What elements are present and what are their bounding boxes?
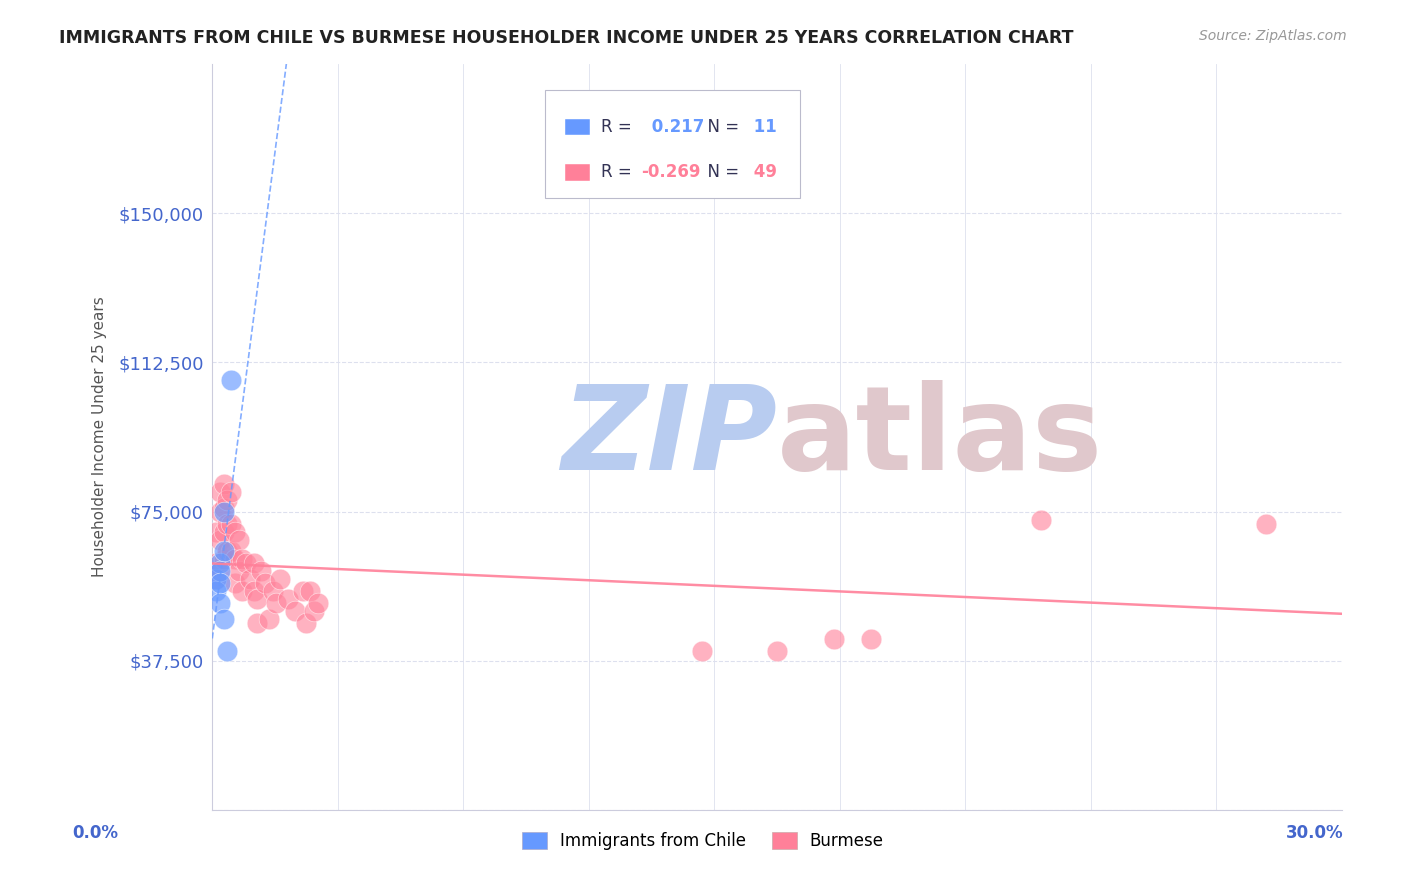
Point bbox=[224, 524, 246, 539]
Text: N =: N = bbox=[697, 163, 744, 181]
Text: R =: R = bbox=[600, 163, 637, 181]
Point bbox=[235, 557, 257, 571]
Point bbox=[231, 584, 253, 599]
Point bbox=[860, 632, 883, 646]
Text: 11: 11 bbox=[748, 118, 776, 136]
Point bbox=[208, 576, 231, 591]
Point bbox=[212, 552, 235, 566]
Point bbox=[291, 584, 314, 599]
Text: ZIP: ZIP bbox=[561, 380, 778, 494]
Point bbox=[219, 544, 242, 558]
Point bbox=[224, 552, 246, 566]
Point bbox=[212, 505, 235, 519]
Point bbox=[217, 544, 239, 558]
Point bbox=[205, 572, 228, 586]
Text: 0.0%: 0.0% bbox=[73, 824, 118, 842]
Text: 49: 49 bbox=[748, 163, 776, 181]
Point bbox=[208, 565, 231, 579]
Text: 30.0%: 30.0% bbox=[1286, 824, 1343, 842]
Point bbox=[266, 596, 288, 610]
Point bbox=[246, 592, 269, 607]
Point bbox=[228, 533, 250, 547]
Point bbox=[242, 557, 264, 571]
Point bbox=[208, 565, 231, 579]
Point bbox=[690, 644, 713, 658]
Text: N =: N = bbox=[697, 118, 744, 136]
Point bbox=[208, 557, 231, 571]
Point bbox=[205, 572, 228, 586]
Point bbox=[217, 492, 239, 507]
Point bbox=[823, 632, 845, 646]
Point bbox=[212, 524, 235, 539]
Point bbox=[208, 484, 231, 499]
Point bbox=[253, 576, 276, 591]
Point bbox=[219, 516, 242, 531]
FancyBboxPatch shape bbox=[565, 164, 589, 181]
Point bbox=[212, 544, 235, 558]
Point bbox=[299, 584, 322, 599]
Text: R =: R = bbox=[600, 118, 637, 136]
Point bbox=[228, 565, 250, 579]
Text: atlas: atlas bbox=[778, 380, 1104, 494]
Point bbox=[208, 505, 231, 519]
Point bbox=[208, 596, 231, 610]
Point bbox=[239, 572, 262, 586]
Point bbox=[231, 552, 253, 566]
Legend: Immigrants from Chile, Burmese: Immigrants from Chile, Burmese bbox=[516, 825, 890, 857]
Point bbox=[269, 572, 291, 586]
Point bbox=[262, 584, 284, 599]
FancyBboxPatch shape bbox=[565, 119, 589, 136]
Point bbox=[1029, 513, 1052, 527]
Text: 0.217: 0.217 bbox=[645, 118, 704, 136]
Point bbox=[277, 592, 299, 607]
Point bbox=[242, 584, 264, 599]
Point bbox=[219, 373, 242, 387]
FancyBboxPatch shape bbox=[546, 90, 800, 198]
Point bbox=[217, 516, 239, 531]
Point bbox=[257, 612, 280, 626]
Point bbox=[250, 565, 273, 579]
Y-axis label: Householder Income Under 25 years: Householder Income Under 25 years bbox=[93, 297, 107, 577]
Point bbox=[302, 604, 325, 618]
Point bbox=[1256, 516, 1278, 531]
Point bbox=[284, 604, 307, 618]
Point bbox=[307, 596, 329, 610]
Point bbox=[217, 644, 239, 658]
Text: Source: ZipAtlas.com: Source: ZipAtlas.com bbox=[1199, 29, 1347, 43]
Point bbox=[246, 616, 269, 631]
Point bbox=[205, 557, 228, 571]
Point bbox=[219, 484, 242, 499]
Text: IMMIGRANTS FROM CHILE VS BURMESE HOUSEHOLDER INCOME UNDER 25 YEARS CORRELATION C: IMMIGRANTS FROM CHILE VS BURMESE HOUSEHO… bbox=[59, 29, 1074, 46]
Point bbox=[212, 500, 235, 515]
Point bbox=[224, 576, 246, 591]
Point bbox=[205, 524, 228, 539]
Text: -0.269: -0.269 bbox=[641, 163, 702, 181]
Point bbox=[212, 476, 235, 491]
Point bbox=[208, 533, 231, 547]
Point bbox=[205, 584, 228, 599]
Point bbox=[766, 644, 789, 658]
Point bbox=[212, 612, 235, 626]
Point bbox=[295, 616, 318, 631]
